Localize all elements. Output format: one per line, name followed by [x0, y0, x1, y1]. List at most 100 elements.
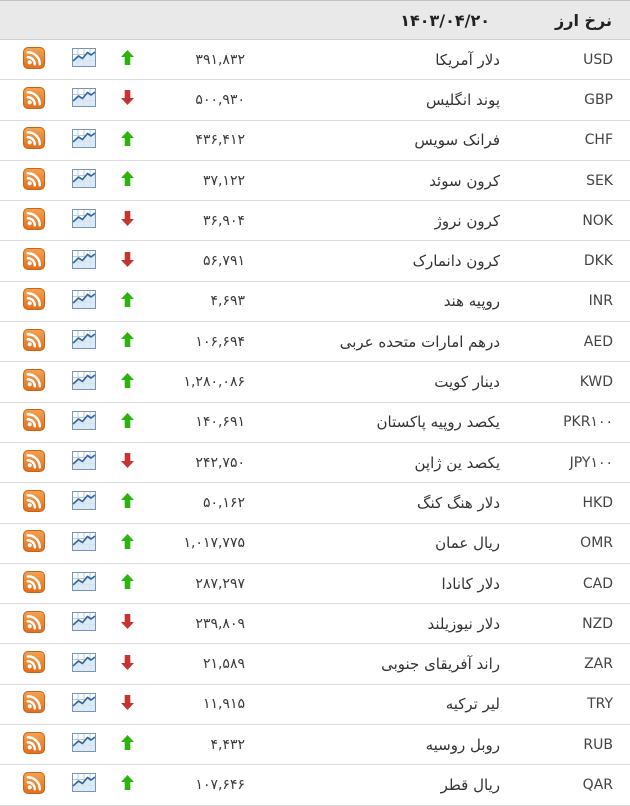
- currency-name: راند آفریقای جنوبی: [266, 643, 518, 685]
- currency-code: JPY۱۰۰: [518, 442, 630, 484]
- currency-name: ریال قطر: [266, 764, 518, 806]
- rss-cell: [0, 442, 61, 484]
- trend-down-arrow-icon: [120, 614, 134, 630]
- rss-icon[interactable]: [22, 167, 45, 190]
- trend-up-arrow-icon: [120, 291, 134, 307]
- currency-rate-value: ۳۹۱,۸۳۲: [148, 39, 266, 81]
- chart-cell: [61, 120, 106, 161]
- currency-code: INR: [518, 281, 630, 323]
- rss-icon[interactable]: [22, 691, 45, 714]
- currency-code: AED: [518, 321, 630, 363]
- rss-icon[interactable]: [22, 570, 45, 593]
- chart-cell: [61, 684, 106, 726]
- currency-rate-value: ۴۳۶,۴۱۲: [148, 120, 266, 161]
- rss-cell: [0, 603, 61, 645]
- rss-icon[interactable]: [22, 449, 45, 472]
- currency-rate-value: ۴,۴۳۲: [148, 724, 266, 766]
- rss-cell: [0, 39, 61, 81]
- rate-row: ZAR راند آفریقای جنوبی ۲۱,۵۸۹: [0, 643, 630, 685]
- currency-rate-value: ۱,۰۱۷,۷۷۵: [148, 523, 266, 564]
- chart-cell: [61, 361, 106, 403]
- rate-row: SEK کرون سوئد ۳۷,۱۲۲: [0, 160, 630, 202]
- currency-rate-value: ۱۱,۹۱۵: [148, 684, 266, 726]
- trend-up-arrow-icon: [120, 332, 134, 348]
- chart-icon[interactable]: [71, 410, 96, 430]
- trend-up-arrow-icon: [120, 50, 134, 66]
- chart-icon[interactable]: [71, 370, 96, 390]
- chart-cell: [61, 281, 106, 323]
- rss-icon[interactable]: [22, 288, 45, 311]
- trend-down-arrow-icon: [120, 453, 134, 469]
- chart-cell: [61, 160, 106, 202]
- chart-cell: [61, 482, 106, 524]
- rss-icon[interactable]: [22, 207, 45, 230]
- chart-icon[interactable]: [71, 572, 96, 591]
- rss-icon[interactable]: [22, 610, 45, 633]
- rss-cell: [0, 321, 61, 363]
- rss-icon[interactable]: [22, 409, 45, 432]
- chart-icon[interactable]: [71, 128, 96, 148]
- rate-row: OMR ریال عمان ۱,۰۱۷,۷۷۵: [0, 523, 630, 564]
- currency-name: درهم امارات متحده عربی: [266, 321, 518, 363]
- rss-icon[interactable]: [22, 86, 45, 109]
- chart-icon[interactable]: [71, 289, 96, 309]
- chart-cell: [61, 523, 106, 564]
- chart-cell: [61, 402, 106, 443]
- rate-row: DKK کرون دانمارک ۵۶,۷۹۱: [0, 240, 630, 282]
- chart-icon[interactable]: [71, 169, 96, 189]
- currency-name: دلار هنگ کنگ: [266, 482, 518, 524]
- chart-icon[interactable]: [71, 733, 96, 753]
- rate-row: PKR۱۰۰ یکصد روپیه پاکستان ۱۴۰,۶۹۱: [0, 402, 630, 443]
- chart-cell: [61, 200, 106, 242]
- trend-cell: [106, 321, 148, 363]
- trend-up-arrow-icon: [120, 775, 134, 791]
- trend-down-arrow-icon: [120, 694, 134, 710]
- chart-icon[interactable]: [71, 491, 96, 511]
- trend-up-arrow-icon: [120, 574, 134, 589]
- rss-icon[interactable]: [22, 46, 45, 69]
- currency-code: KWD: [518, 361, 630, 403]
- currency-code: CAD: [518, 563, 630, 605]
- trend-up-arrow-icon: [120, 735, 134, 751]
- chart-icon[interactable]: [71, 652, 96, 672]
- currency-name: ریال عمان: [266, 523, 518, 564]
- chart-icon[interactable]: [71, 773, 96, 793]
- rss-icon[interactable]: [22, 369, 45, 392]
- rss-icon[interactable]: [22, 248, 45, 271]
- chart-icon[interactable]: [71, 612, 96, 632]
- chart-icon[interactable]: [71, 531, 96, 551]
- chart-icon[interactable]: [71, 451, 96, 471]
- rss-icon[interactable]: [22, 771, 45, 794]
- rss-cell: [0, 402, 61, 443]
- rss-cell: [0, 361, 61, 403]
- rss-icon[interactable]: [22, 328, 45, 351]
- trend-cell: [106, 523, 148, 564]
- currency-name: پوند انگلیس: [266, 79, 518, 121]
- rate-row: CAD دلار کانادا ۲۸۷,۲۹۷: [0, 563, 630, 605]
- currency-code: NZD: [518, 603, 630, 645]
- chart-icon[interactable]: [71, 88, 96, 108]
- rss-cell: [0, 684, 61, 726]
- rss-cell: [0, 563, 61, 605]
- chart-icon[interactable]: [71, 330, 96, 350]
- chart-icon[interactable]: [71, 48, 96, 68]
- trend-up-arrow-icon: [120, 493, 134, 509]
- trend-up-arrow-icon: [120, 533, 134, 549]
- currency-name: کرون سوئد: [266, 160, 518, 202]
- currency-code: PKR۱۰۰: [518, 402, 630, 443]
- currency-rate-value: ۵۰,۱۶۲: [148, 482, 266, 524]
- rate-row: KWD دینار کویت ۱,۲۸۰,۰۸۶: [0, 361, 630, 403]
- rss-icon[interactable]: [22, 731, 45, 754]
- chart-icon[interactable]: [71, 209, 96, 229]
- rss-icon[interactable]: [22, 651, 45, 674]
- trend-cell: [106, 240, 148, 282]
- trend-cell: [106, 39, 148, 81]
- currency-name: دلار نیوزیلند: [266, 603, 518, 645]
- rss-icon[interactable]: [22, 530, 45, 553]
- rss-icon[interactable]: [22, 127, 45, 150]
- currency-rate-value: ۵۰۰,۹۳۰: [148, 79, 266, 121]
- currency-name: یکصد ین ژاپن: [266, 442, 518, 484]
- chart-icon[interactable]: [71, 692, 96, 712]
- chart-icon[interactable]: [71, 249, 96, 269]
- rss-icon[interactable]: [22, 489, 45, 512]
